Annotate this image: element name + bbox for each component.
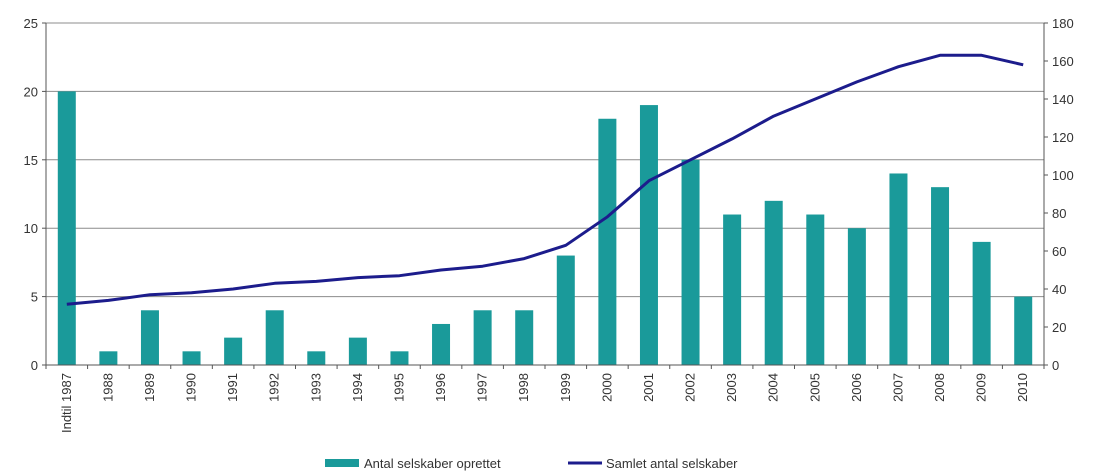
- bar: [307, 351, 326, 365]
- left-tick-label: 15: [24, 153, 38, 168]
- x-tick-label: 2001: [641, 373, 656, 402]
- left-tick-label: 0: [31, 358, 38, 373]
- x-tick-label: 1993: [308, 373, 323, 402]
- bar: [931, 187, 950, 365]
- right-tick-label: 100: [1052, 168, 1074, 183]
- bar: [224, 337, 243, 365]
- bar: [1014, 296, 1033, 365]
- left-tick-label: 10: [24, 221, 38, 236]
- x-tick-label: 1990: [184, 373, 199, 402]
- x-tick-label: 1996: [433, 373, 448, 402]
- legend-swatch-bars: [325, 459, 359, 467]
- x-tick-label: 1999: [558, 373, 573, 402]
- bar: [764, 200, 783, 365]
- right-tick-label: 40: [1052, 282, 1066, 297]
- right-axis-ticks: 0 20 40 60 80 100 120 140 160 180: [1044, 16, 1074, 373]
- left-tick-label: 20: [24, 84, 38, 99]
- x-tick-label: 2007: [890, 373, 905, 402]
- right-tick-label: 0: [1052, 358, 1059, 373]
- legend-label-bars: Antal selskaber oprettet: [364, 456, 501, 471]
- x-tick-label: 1998: [516, 373, 531, 402]
- x-axis-ticks: Indtil 1987 1988 1989 1990 1991 1992 1993 1994 1…: [45, 365, 1045, 433]
- bar: [432, 323, 451, 365]
- x-tick-label: 1994: [350, 373, 365, 402]
- x-tick-label: 2006: [849, 373, 864, 402]
- x-tick-label: 2000: [599, 373, 614, 402]
- bar: [140, 310, 159, 365]
- right-tick-label: 60: [1052, 244, 1066, 259]
- x-tick-label: 2002: [683, 373, 698, 402]
- x-tick-label: 1988: [100, 373, 115, 402]
- left-tick-label: 5: [31, 290, 38, 305]
- x-tick-label: 2004: [766, 373, 781, 402]
- line-path: [66, 53, 1024, 306]
- right-tick-label: 160: [1052, 54, 1074, 69]
- x-tick-label: 1991: [225, 373, 240, 402]
- right-tick-label: 80: [1052, 206, 1066, 221]
- right-tick-label: 140: [1052, 92, 1074, 107]
- bar-series: [57, 91, 1033, 366]
- x-tick-label: 2009: [974, 373, 989, 402]
- bar: [182, 351, 201, 365]
- bar: [972, 241, 991, 365]
- bar: [723, 214, 742, 365]
- right-tick-label: 180: [1052, 16, 1074, 31]
- bar: [348, 337, 367, 365]
- bar: [57, 91, 76, 366]
- x-tick-label: 1995: [391, 373, 406, 402]
- bar: [99, 351, 118, 365]
- x-tick-label: 1997: [475, 373, 490, 402]
- x-tick-label: 2003: [724, 373, 739, 402]
- bar: [515, 310, 534, 365]
- bar: [889, 173, 908, 365]
- bar: [265, 310, 284, 365]
- bar: [681, 159, 700, 365]
- x-tick-label: Indtil 1987: [59, 373, 74, 433]
- x-tick-label: 2005: [807, 373, 822, 402]
- bar: [598, 118, 617, 365]
- bar: [847, 228, 866, 365]
- left-axis-ticks: 0 5 10 15 20 25: [24, 16, 46, 373]
- bar: [473, 310, 492, 365]
- x-tick-label: 1992: [267, 373, 282, 402]
- x-tick-label: 1989: [142, 373, 157, 402]
- x-tick-label: 2010: [1015, 373, 1030, 402]
- bar: [390, 351, 409, 365]
- bar: [806, 214, 825, 365]
- left-tick-label: 25: [24, 16, 38, 31]
- bar: [556, 255, 575, 365]
- right-tick-label: 20: [1052, 320, 1066, 335]
- legend: Antal selskaber oprettet Samlet antal se…: [325, 456, 738, 471]
- line-series: [66, 53, 1024, 306]
- legend-label-line: Samlet antal selskaber: [606, 456, 738, 471]
- right-tick-label: 120: [1052, 130, 1074, 145]
- bar: [639, 105, 658, 365]
- x-tick-label: 2008: [932, 373, 947, 402]
